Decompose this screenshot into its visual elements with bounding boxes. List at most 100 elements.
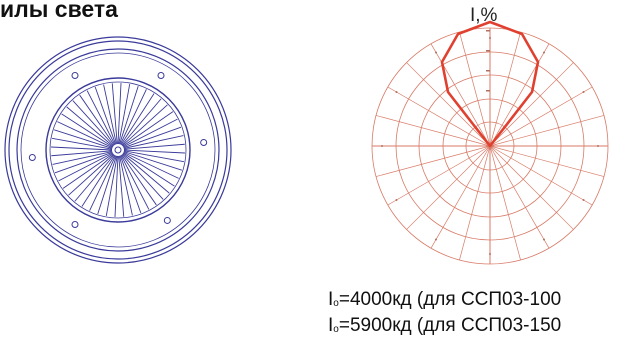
lamp-rib bbox=[79, 94, 115, 146]
polar-spoke bbox=[489, 145, 521, 261]
polar-axis-label: I,% bbox=[470, 5, 498, 26]
lamp-rib bbox=[121, 98, 162, 146]
polar-tick bbox=[582, 199, 585, 201]
lamp-rib bbox=[86, 90, 116, 146]
polar-spoke bbox=[430, 145, 491, 249]
lamp-rib bbox=[89, 155, 117, 211]
mounting-hole bbox=[28, 154, 36, 161]
polar-spoke bbox=[489, 145, 550, 249]
lamp-rib bbox=[123, 151, 183, 171]
lamp-rib bbox=[122, 153, 170, 194]
lamp-rib bbox=[117, 83, 122, 145]
lamp-rib bbox=[120, 154, 150, 210]
polar-tick bbox=[435, 51, 437, 54]
lamp-rib bbox=[123, 135, 184, 149]
lamp-rib bbox=[119, 155, 133, 216]
lamp-rib bbox=[118, 83, 131, 145]
polar-spoke bbox=[489, 62, 574, 147]
axis-tick bbox=[486, 30, 490, 32]
spec-text: =4000кд (для ССП03-100 bbox=[338, 289, 562, 310]
lamp-outer-ring-inner bbox=[8, 40, 228, 260]
lamp-rib bbox=[123, 151, 179, 179]
polar-spoke bbox=[489, 145, 605, 177]
lamp-rib bbox=[119, 85, 139, 145]
lamp-ring-mid bbox=[16, 48, 220, 252]
lamp-rib bbox=[120, 93, 155, 146]
lamp-rib bbox=[62, 153, 114, 189]
axis-tick bbox=[486, 50, 490, 52]
page-heading: илы света bbox=[0, 0, 118, 22]
lamp-reflector-rim-inner bbox=[49, 81, 187, 219]
lamp-rib bbox=[123, 150, 185, 163]
lamp-rib bbox=[81, 154, 116, 207]
polar-grid bbox=[371, 27, 609, 265]
lamp-rib bbox=[123, 149, 185, 154]
spec-text: =5900кд (для ССП03-150 bbox=[338, 315, 562, 336]
lamp-rib bbox=[119, 155, 142, 214]
polar-spoke bbox=[459, 31, 491, 147]
spec-line-150: Iо=5900кд (для ССП03-150 bbox=[328, 315, 561, 337]
mounting-hole bbox=[163, 216, 171, 224]
lamp-rib bbox=[97, 155, 117, 215]
lamp-rib bbox=[111, 83, 118, 145]
mounting-hole bbox=[71, 220, 79, 228]
polar-spoke bbox=[489, 86, 593, 147]
lamp-rib bbox=[119, 89, 147, 145]
spec-symbol: I bbox=[328, 289, 334, 310]
lamp-rib bbox=[103, 84, 117, 145]
lamp-rib bbox=[51, 150, 113, 157]
lamp-rib bbox=[122, 118, 178, 148]
polar-spoke bbox=[406, 145, 491, 230]
lamp-outer-ring bbox=[4, 36, 232, 264]
polar-tick bbox=[489, 253, 491, 255]
lamp-rib bbox=[72, 100, 115, 147]
polar-spoke bbox=[387, 86, 491, 147]
lamp-rib bbox=[123, 126, 182, 149]
polar-spoke bbox=[489, 145, 574, 230]
lamp-rib bbox=[105, 155, 118, 217]
polar-spoke bbox=[459, 145, 491, 261]
lamp-rib bbox=[121, 104, 168, 147]
polar-tick-marks bbox=[381, 30, 599, 255]
lamp-center bbox=[114, 146, 122, 154]
polar-spoke bbox=[489, 31, 521, 147]
lamp-rib bbox=[66, 106, 114, 147]
lamp-rib bbox=[58, 152, 114, 182]
lamp-rib bbox=[54, 151, 113, 174]
polar-tick bbox=[395, 199, 398, 201]
lamp-mounting-holes bbox=[28, 72, 208, 228]
lamp-rib bbox=[57, 121, 113, 149]
polar-tick bbox=[381, 145, 383, 147]
lamp-rib bbox=[51, 146, 113, 151]
lamp-rib bbox=[118, 155, 125, 217]
lamp-rib bbox=[122, 152, 175, 187]
spec-symbol: I bbox=[328, 315, 334, 336]
lamp-reflector-ribs bbox=[51, 83, 185, 217]
spec-subscript: о bbox=[333, 298, 339, 309]
lamp-rib bbox=[114, 155, 119, 217]
lamp-rib bbox=[53, 129, 113, 149]
polar-spoke bbox=[489, 145, 593, 206]
lamp-rib bbox=[68, 153, 115, 196]
polar-spoke bbox=[375, 145, 491, 177]
polar-tick bbox=[489, 37, 491, 39]
polar-tick bbox=[582, 91, 585, 93]
lamp-reflector-rim bbox=[45, 77, 191, 223]
lamp-ring-mid-inner bbox=[20, 52, 216, 248]
lamp-rib bbox=[51, 137, 113, 150]
polar-tick bbox=[543, 51, 545, 54]
lamp-rib bbox=[122, 111, 174, 147]
polar-spoke bbox=[489, 43, 550, 147]
polar-spoke bbox=[375, 115, 491, 147]
axis-tick bbox=[486, 90, 490, 92]
lamp-rib bbox=[52, 151, 113, 165]
spec-subscript: о bbox=[333, 324, 339, 335]
polar-tick bbox=[543, 238, 545, 241]
mounting-hole bbox=[157, 72, 165, 80]
mounting-hole bbox=[71, 72, 79, 80]
polar-spoke bbox=[406, 62, 491, 147]
polar-spoke bbox=[489, 115, 605, 147]
spec-line-100: Iо=4000кд (для ССП03-100 bbox=[328, 289, 561, 311]
